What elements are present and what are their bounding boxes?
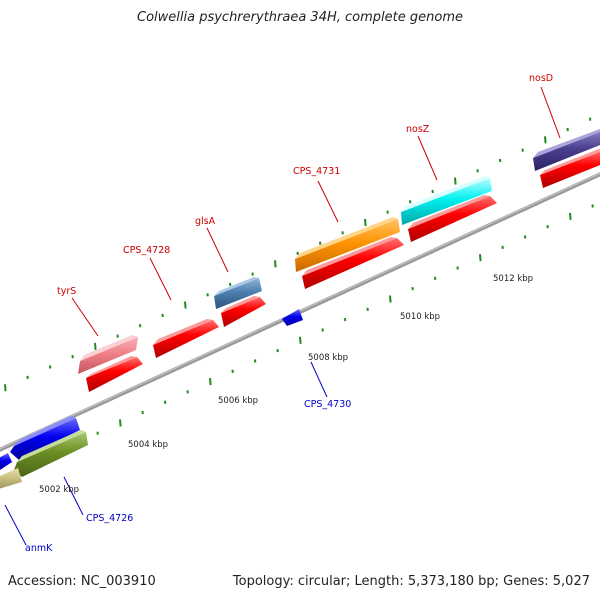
major-tick bbox=[389, 295, 392, 303]
major-tick bbox=[209, 378, 212, 386]
cps4731-leader bbox=[317, 180, 339, 223]
tyrS-leader bbox=[71, 297, 99, 337]
genome-stats-text: Topology: circular; Length: 5,373,180 bp… bbox=[232, 574, 590, 589]
label-nosD: nosD bbox=[529, 73, 553, 84]
anmK-leader bbox=[4, 504, 27, 546]
gene-name-labels: tyrS CPS_4728 glsA CPS_4731 nosZ nosD CP… bbox=[25, 73, 553, 554]
reverse-blue-block-1[interactable] bbox=[10, 416, 80, 460]
nosD-leader bbox=[540, 86, 561, 139]
gene-cps4731[interactable] bbox=[295, 217, 400, 272]
cps4726-leader bbox=[63, 476, 84, 516]
cds-block-5[interactable] bbox=[408, 195, 497, 242]
gene-nosZ[interactable] bbox=[401, 176, 492, 225]
cds-block-3[interactable] bbox=[221, 296, 266, 327]
major-tick bbox=[299, 336, 302, 344]
label-cps4726: CPS_4726 bbox=[86, 513, 133, 524]
accession-text: Accession: NC_003910 bbox=[8, 574, 156, 589]
cds-block-4[interactable] bbox=[302, 237, 404, 289]
forward-outer-features bbox=[78, 129, 600, 374]
tick-marks bbox=[4, 117, 594, 468]
scale-label-5004: 5004 kbp bbox=[128, 440, 168, 450]
label-nosZ: nosZ bbox=[406, 124, 430, 135]
glsA-leader bbox=[206, 227, 229, 273]
major-tick bbox=[454, 177, 457, 185]
scale-label-5008: 5008 kbp bbox=[308, 353, 348, 363]
gene-cps4730[interactable] bbox=[282, 309, 303, 326]
reverse-blue-block-2[interactable] bbox=[0, 453, 12, 470]
scale-label-5006: 5006 kbp bbox=[218, 396, 258, 406]
major-tick bbox=[94, 342, 97, 350]
cps4730-leader bbox=[310, 361, 328, 398]
gene-glsA[interactable] bbox=[214, 277, 262, 309]
label-glsA: glsA bbox=[195, 216, 216, 227]
cps4728-leader bbox=[149, 257, 172, 301]
major-tick bbox=[479, 254, 482, 262]
label-anmK: anmK bbox=[25, 543, 53, 554]
cds-block-6[interactable] bbox=[540, 149, 600, 188]
map-title: Colwellia psychrerythraea 34H, complete … bbox=[137, 10, 463, 25]
gene-tyrS[interactable] bbox=[78, 335, 138, 374]
forward-cds-row bbox=[86, 149, 600, 392]
nosZ-leader bbox=[417, 135, 438, 181]
major-tick bbox=[544, 136, 547, 144]
gene-nosD[interactable] bbox=[533, 129, 600, 171]
major-tick bbox=[4, 384, 7, 392]
label-cps4731: CPS_4731 bbox=[293, 166, 340, 177]
genome-backbone-highlight bbox=[0, 172, 600, 450]
label-tyrS: tyrS bbox=[57, 286, 76, 297]
gene-cps4726-olive[interactable] bbox=[14, 430, 88, 477]
label-cps4730: CPS_4730 bbox=[304, 399, 351, 410]
label-cps4728: CPS_4728 bbox=[123, 245, 170, 256]
major-tick bbox=[274, 260, 277, 268]
cds-block-2[interactable] bbox=[153, 319, 219, 358]
major-tick bbox=[119, 419, 122, 427]
major-tick bbox=[364, 218, 367, 227]
major-tick bbox=[569, 212, 572, 220]
major-tick bbox=[184, 301, 187, 309]
scale-label-5010: 5010 kbp bbox=[400, 312, 440, 322]
scale-label-5002: 5002 kbp bbox=[39, 485, 79, 495]
scale-label-5012: 5012 kbp bbox=[493, 274, 533, 284]
scale-labels: 5002 kbp 5004 kbp 5006 kbp 5008 kbp 5010… bbox=[39, 274, 533, 495]
gene-anmK-khaki[interactable] bbox=[0, 468, 22, 490]
cds-block-1[interactable] bbox=[86, 356, 143, 392]
reverse-features bbox=[0, 309, 303, 490]
gene-leader-lines bbox=[4, 86, 561, 546]
